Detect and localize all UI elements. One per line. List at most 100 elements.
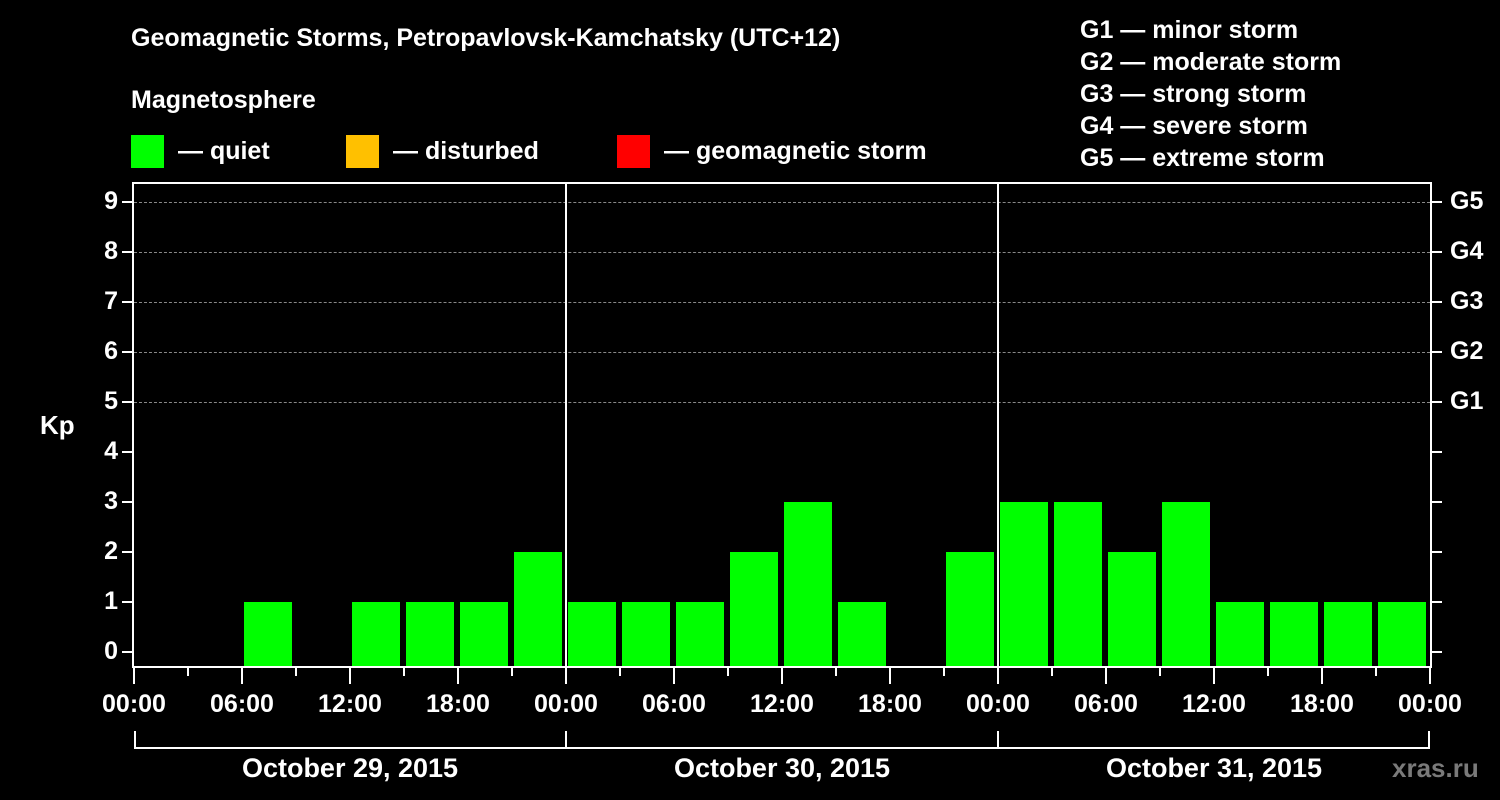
x-tick bbox=[943, 668, 945, 676]
kp-bar bbox=[1216, 602, 1264, 666]
x-tick-label: 12:00 bbox=[750, 690, 814, 718]
x-tick-label: 00:00 bbox=[102, 690, 166, 718]
kp-bar bbox=[676, 602, 724, 666]
x-tick bbox=[1267, 668, 1269, 676]
y-tick bbox=[122, 501, 132, 503]
date-bracket-end bbox=[134, 731, 136, 749]
disturbed-swatch bbox=[346, 134, 379, 168]
kp-bar bbox=[1378, 602, 1426, 666]
date-label: October 30, 2015 bbox=[673, 753, 891, 783]
g-level-label: G4 bbox=[1450, 237, 1484, 265]
g-level-label: G1 bbox=[1450, 387, 1484, 415]
x-tick bbox=[511, 668, 513, 676]
gridline bbox=[134, 352, 1430, 353]
kp-bar bbox=[1054, 502, 1102, 666]
kp-bar bbox=[622, 602, 670, 666]
g2-description: G2 — moderate storm bbox=[1080, 48, 1342, 76]
legend-label: — quiet bbox=[178, 136, 270, 165]
y-tick-label: 4 bbox=[104, 437, 118, 465]
kp-bar bbox=[1324, 602, 1372, 666]
y-tick bbox=[122, 601, 132, 603]
day-separator bbox=[997, 182, 999, 668]
x-tick bbox=[781, 668, 783, 684]
y-tick bbox=[122, 651, 132, 653]
x-tick bbox=[1051, 668, 1053, 676]
x-tick bbox=[727, 668, 729, 676]
kp-bar bbox=[568, 602, 616, 666]
gridline bbox=[134, 402, 1430, 403]
x-tick bbox=[349, 668, 351, 684]
x-tick-label: 06:00 bbox=[210, 690, 274, 718]
kp-bar bbox=[1108, 552, 1156, 666]
kp-bar bbox=[460, 602, 508, 666]
gridline bbox=[134, 252, 1430, 253]
y-tick bbox=[122, 201, 132, 203]
y-tick bbox=[122, 451, 132, 453]
kp-bar bbox=[1000, 502, 1048, 666]
g3-description: G3 — strong storm bbox=[1080, 80, 1307, 108]
kp-bar bbox=[838, 602, 886, 666]
x-tick-label: 00:00 bbox=[534, 690, 598, 718]
x-tick-label: 00:00 bbox=[966, 690, 1030, 718]
right-tick bbox=[1432, 451, 1442, 453]
g1-description: G1 — minor storm bbox=[1080, 16, 1299, 44]
y-tick-label: 2 bbox=[104, 537, 118, 565]
kp-bar bbox=[784, 502, 832, 666]
x-tick bbox=[1375, 668, 1377, 676]
date-bracket-line bbox=[134, 747, 1430, 749]
g-level-label: G5 bbox=[1450, 187, 1484, 215]
gridline bbox=[134, 302, 1430, 303]
x-tick-label: 18:00 bbox=[858, 690, 922, 718]
right-tick bbox=[1432, 401, 1442, 403]
x-tick bbox=[889, 668, 891, 684]
kp-bar bbox=[730, 552, 778, 666]
right-tick bbox=[1432, 301, 1442, 303]
right-tick bbox=[1432, 351, 1442, 353]
y-axis-label: Kp bbox=[40, 410, 75, 440]
legend-label: — disturbed bbox=[393, 136, 539, 165]
legend-title: Magnetosphere bbox=[131, 86, 316, 114]
storm-swatch bbox=[617, 134, 650, 168]
y-tick bbox=[122, 401, 132, 403]
y-tick-label: 1 bbox=[104, 587, 118, 615]
x-tick-label: 00:00 bbox=[1398, 690, 1462, 718]
kp-bar bbox=[514, 552, 562, 666]
x-tick bbox=[403, 668, 405, 676]
x-tick bbox=[1213, 668, 1215, 684]
x-tick-label: 18:00 bbox=[426, 690, 490, 718]
x-tick bbox=[1321, 668, 1323, 684]
g5-description: G5 — extreme storm bbox=[1080, 144, 1325, 172]
x-tick bbox=[997, 668, 999, 684]
x-tick bbox=[241, 668, 243, 684]
x-tick-label: 18:00 bbox=[1290, 690, 1354, 718]
right-tick bbox=[1432, 651, 1442, 653]
y-tick-label: 7 bbox=[104, 287, 118, 315]
y-tick-label: 8 bbox=[104, 237, 118, 265]
x-tick-label: 12:00 bbox=[1182, 690, 1246, 718]
right-tick bbox=[1432, 551, 1442, 553]
watermark: xras.ru bbox=[1392, 753, 1479, 783]
y-tick bbox=[122, 301, 132, 303]
right-tick bbox=[1432, 601, 1442, 603]
y-tick bbox=[122, 251, 132, 253]
x-tick bbox=[1429, 668, 1431, 684]
x-tick bbox=[187, 668, 189, 676]
right-tick bbox=[1432, 501, 1442, 503]
g-level-label: G2 bbox=[1450, 337, 1484, 365]
x-tick-label: 06:00 bbox=[642, 690, 706, 718]
chart-title: Geomagnetic Storms, Petropavlovsk-Kamcha… bbox=[131, 24, 841, 52]
y-tick-label: 6 bbox=[104, 337, 118, 365]
g-level-label: G3 bbox=[1450, 287, 1484, 315]
x-tick bbox=[619, 668, 621, 676]
right-tick bbox=[1432, 201, 1442, 203]
x-tick bbox=[673, 668, 675, 684]
quiet-swatch bbox=[131, 134, 164, 168]
kp-bar bbox=[1162, 502, 1210, 666]
x-tick bbox=[835, 668, 837, 676]
y-tick-label: 5 bbox=[104, 387, 118, 415]
x-tick bbox=[565, 668, 567, 684]
legend-storm: — geomagnetic storm bbox=[617, 134, 927, 168]
date-bracket-divider bbox=[565, 731, 567, 749]
date-bracket-end bbox=[1428, 731, 1430, 749]
gridline bbox=[134, 202, 1430, 203]
